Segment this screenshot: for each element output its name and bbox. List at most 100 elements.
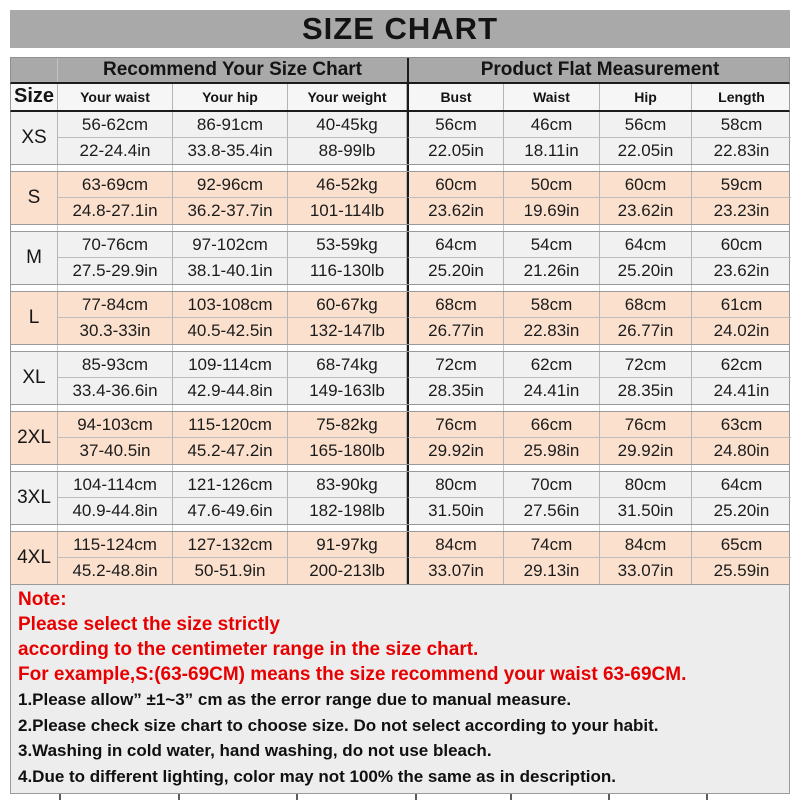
measurement-cell-in: 29.92in xyxy=(407,438,504,464)
measurement-cell-cm: 76cm xyxy=(600,412,692,438)
group-header-recommend: Recommend Your Size Chart xyxy=(102,59,363,80)
spacer-cell xyxy=(692,285,791,291)
note-red-line: according to the centimeter range in the… xyxy=(18,639,479,660)
size-row-3xl: 3XL 104-114cm 121-126cm 83-90kg 80cm 70cm 80cm… xyxy=(10,472,791,524)
spacer-cell xyxy=(407,165,504,171)
spacer-cell xyxy=(11,525,58,531)
spacer-cell xyxy=(600,165,692,171)
note-box: Note: Please select the size strictly acco… xyxy=(10,584,790,794)
size-row-l: L 77-84cm 103-108cm 60-67kg 68cm 58cm 68cm 61cm… xyxy=(10,292,791,344)
measurement-cell-in: 165-180lb xyxy=(288,438,407,464)
measurement-cell-cm: 68cm xyxy=(600,292,692,318)
measurement-cell-cm: 70cm xyxy=(504,472,600,498)
measurement-cell-cm: 63cm xyxy=(692,412,791,438)
measurement-cell-cm: 56cm xyxy=(600,112,692,138)
size-cell: 2XL xyxy=(11,412,58,464)
measurement-cell-cm: 86-91cm xyxy=(173,112,288,138)
measurement-cell-cm: 70-76cm xyxy=(58,232,173,258)
measurement-cell-cm: 68cm xyxy=(407,292,504,318)
column-header-bust: Bust xyxy=(407,84,504,110)
measurement-cell-cm: 54cm xyxy=(504,232,600,258)
measurement-cell-cm: 62cm xyxy=(692,352,791,378)
measurement-cell-cm: 65cm xyxy=(692,532,791,558)
measurement-cell-cm: 68-74kg xyxy=(288,352,407,378)
spacer-cell xyxy=(600,285,692,291)
spacer-cell xyxy=(504,525,600,531)
spacer-cell xyxy=(504,405,600,411)
next-table-tick xyxy=(510,794,512,800)
measurement-cell-cm: 60-67kg xyxy=(288,292,407,318)
measurement-cell-cm: 56cm xyxy=(407,112,504,138)
measurement-cell-in: 28.35in xyxy=(407,378,504,404)
measurement-cell-in: 29.92in xyxy=(600,438,692,464)
size-cell: 4XL xyxy=(11,532,58,584)
measurement-cell-in: 45.2-48.8in xyxy=(58,558,173,584)
measurement-cell-cm: 94-103cm xyxy=(58,412,173,438)
next-table-tick xyxy=(608,794,610,800)
note-black-line: 2.Please check size chart to choose size… xyxy=(18,715,659,735)
note-black-line: 1.Please allow” ±1~3” cm as the error ra… xyxy=(18,690,572,709)
column-header-waist: Waist xyxy=(504,84,600,110)
measurement-cell-cm: 58cm xyxy=(692,112,791,138)
measurement-cell-cm: 97-102cm xyxy=(173,232,288,258)
spacer-cell xyxy=(692,345,791,351)
measurement-cell-in: 31.50in xyxy=(600,498,692,524)
spacer-cell xyxy=(692,225,791,231)
column-header-row: Size Your waist Your hip Your weight Bust Wa… xyxy=(10,84,790,112)
measurement-cell-in: 25.20in xyxy=(600,258,692,284)
measurement-cell-cm: 75-82kg xyxy=(288,412,407,438)
page-title: SIZE CHART xyxy=(10,10,790,48)
spacer-cell xyxy=(288,165,407,171)
measurement-cell-in: 22.83in xyxy=(713,141,770,160)
measurement-cell-in: 40.5-42.5in xyxy=(173,318,288,344)
measurement-cell-in: 23.23in xyxy=(713,201,770,220)
spacer-cell xyxy=(11,345,58,351)
measurement-cell-in: 18.11in xyxy=(504,138,600,164)
measurement-cell-in: 38.1-40.1in xyxy=(173,258,288,284)
size-cell: M xyxy=(11,232,58,284)
spacer-cell xyxy=(600,465,692,471)
measurement-cell-cm: 104-114cm xyxy=(58,472,173,498)
measurement-cell-in: 33.4-36.6in xyxy=(58,378,173,404)
spacer-cell xyxy=(407,345,504,351)
size-row-xs: XS 56-62cm 86-91cm 40-45kg 56cm 46cm 56cm 58cm 2… xyxy=(10,112,791,164)
measurement-cell-cm: 66cm xyxy=(504,412,600,438)
spacer-cell xyxy=(288,225,407,231)
spacer-cell xyxy=(58,345,173,351)
column-header-length: Length xyxy=(718,89,765,105)
measurement-cell-in: 30.3-33in xyxy=(58,318,173,344)
measurement-cell-cm: 109-114cm xyxy=(173,352,288,378)
measurement-cell-cm: 76cm xyxy=(407,412,504,438)
measurement-cell-cm: 84cm xyxy=(600,532,692,558)
bottom-strip xyxy=(10,794,790,802)
spacer-cell xyxy=(692,465,791,471)
measurement-cell-cm: 127-132cm xyxy=(173,532,288,558)
column-header-hip: Hip xyxy=(600,84,692,110)
column-header-your-weight: Your weight xyxy=(288,84,407,110)
spacer-cell xyxy=(288,345,407,351)
measurement-cell-in: 50-51.9in xyxy=(173,558,288,584)
measurement-cell-cm: 77-84cm xyxy=(58,292,173,318)
measurement-cell-cm: 46-52kg xyxy=(288,172,407,198)
next-table-tick xyxy=(706,794,708,800)
measurement-cell-cm: 80cm xyxy=(600,472,692,498)
next-table-tick xyxy=(415,794,417,800)
spacer-cell xyxy=(600,525,692,531)
spacer-cell xyxy=(11,165,58,171)
spacer-cell xyxy=(288,285,407,291)
measurement-cell-in: 33.07in xyxy=(407,558,504,584)
row-spacer xyxy=(10,284,790,292)
measurement-cell-in: 28.35in xyxy=(600,378,692,404)
spacer-cell xyxy=(600,405,692,411)
measurement-cell-in: 31.50in xyxy=(407,498,504,524)
measurement-cell-in: 24.8-27.1in xyxy=(58,198,173,224)
measurement-cell-in: 23.62in xyxy=(713,261,770,280)
measurement-cell-cm: 91-97kg xyxy=(288,532,407,558)
measurement-cell-in: 25.98in xyxy=(504,438,600,464)
measurement-cell-in: 22.05in xyxy=(407,138,504,164)
spacer-cell xyxy=(407,285,504,291)
spacer-cell xyxy=(504,345,600,351)
size-table: Recommend Your Size Chart Product Flat M… xyxy=(10,57,791,584)
spacer-cell xyxy=(504,285,600,291)
spacer-cell xyxy=(58,525,173,531)
